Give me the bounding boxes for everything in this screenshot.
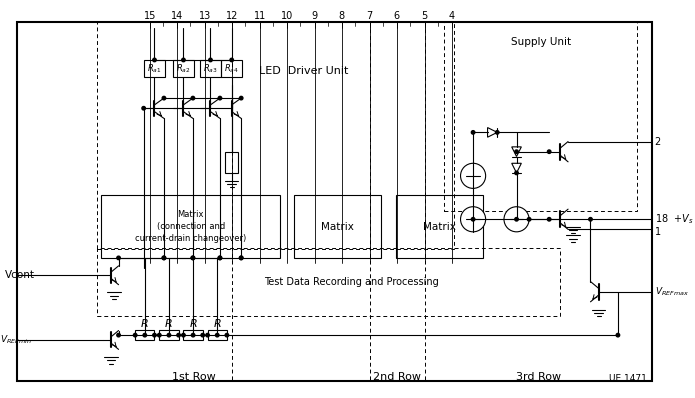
- Circle shape: [515, 218, 518, 221]
- Circle shape: [191, 256, 195, 259]
- Text: 13: 13: [199, 11, 211, 21]
- Circle shape: [461, 163, 486, 188]
- Circle shape: [218, 256, 222, 259]
- Bar: [444, 22, 637, 211]
- Text: R: R: [189, 318, 197, 328]
- Circle shape: [218, 96, 222, 100]
- Circle shape: [548, 150, 551, 154]
- Text: Matrix
(connection and
current-drain changeover): Matrix (connection and current-drain cha…: [135, 210, 246, 243]
- Circle shape: [177, 334, 180, 337]
- Bar: [101, 195, 280, 258]
- Circle shape: [153, 334, 156, 337]
- Circle shape: [240, 96, 243, 100]
- Text: R: R: [165, 318, 173, 328]
- Circle shape: [162, 256, 165, 259]
- Circle shape: [158, 334, 161, 337]
- Circle shape: [240, 256, 243, 259]
- Text: 4: 4: [449, 11, 455, 21]
- Bar: [183, 330, 203, 340]
- Text: Matrix: Matrix: [322, 222, 354, 232]
- Text: 15: 15: [143, 11, 156, 21]
- Circle shape: [589, 218, 592, 221]
- Text: 7: 7: [367, 11, 373, 21]
- Circle shape: [616, 334, 620, 337]
- Text: 1: 1: [655, 227, 661, 237]
- Text: 11: 11: [254, 11, 266, 21]
- Circle shape: [133, 334, 137, 337]
- Circle shape: [181, 334, 185, 337]
- Text: R: R: [213, 318, 221, 328]
- Circle shape: [215, 334, 219, 337]
- Text: Vcont: Vcont: [5, 270, 35, 280]
- Text: 12: 12: [226, 11, 238, 21]
- Circle shape: [240, 256, 243, 259]
- Text: Supply Unit: Supply Unit: [511, 37, 571, 47]
- Text: 9: 9: [311, 11, 318, 21]
- Text: 6: 6: [394, 11, 400, 21]
- Circle shape: [191, 256, 195, 259]
- Text: $R_{a2}$: $R_{a2}$: [176, 62, 190, 75]
- Bar: [135, 330, 154, 340]
- Circle shape: [162, 256, 165, 259]
- Circle shape: [191, 334, 195, 337]
- Text: $V_{REF max}$: $V_{REF max}$: [655, 285, 689, 298]
- Text: $R_{a1}$: $R_{a1}$: [147, 62, 162, 75]
- Circle shape: [471, 218, 475, 221]
- Circle shape: [162, 96, 165, 100]
- Circle shape: [515, 150, 518, 154]
- Circle shape: [230, 58, 234, 62]
- Text: 3rd Row: 3rd Row: [516, 372, 561, 382]
- Bar: [396, 195, 483, 258]
- Text: LED  Driver Unit: LED Driver Unit: [259, 66, 348, 76]
- Circle shape: [461, 207, 486, 232]
- Circle shape: [153, 58, 156, 62]
- Bar: [295, 195, 382, 258]
- Text: 2: 2: [655, 137, 661, 146]
- Circle shape: [471, 131, 475, 134]
- Bar: [225, 152, 238, 173]
- Text: 2nd Row: 2nd Row: [373, 372, 421, 382]
- Circle shape: [167, 334, 171, 337]
- Text: R: R: [141, 318, 149, 328]
- Text: 14: 14: [170, 11, 183, 21]
- Text: 8: 8: [338, 11, 345, 21]
- Text: Matrix: Matrix: [423, 222, 456, 232]
- Circle shape: [143, 334, 147, 337]
- Circle shape: [191, 96, 195, 100]
- Bar: [221, 60, 243, 77]
- Circle shape: [206, 334, 209, 337]
- Text: $V_{REF min}$: $V_{REF min}$: [0, 334, 32, 346]
- Text: $R_{a4}$: $R_{a4}$: [224, 62, 239, 75]
- Bar: [173, 60, 194, 77]
- Circle shape: [515, 171, 518, 175]
- Circle shape: [218, 256, 222, 259]
- Text: Test Data Recording and Processing: Test Data Recording and Processing: [264, 277, 439, 287]
- Circle shape: [117, 256, 120, 259]
- Bar: [208, 330, 227, 340]
- Circle shape: [548, 218, 551, 221]
- Bar: [159, 330, 179, 340]
- Bar: [200, 60, 221, 77]
- Text: 1st Row: 1st Row: [172, 372, 215, 382]
- Circle shape: [528, 218, 531, 221]
- Text: UE 1471: UE 1471: [609, 374, 647, 383]
- Bar: [144, 60, 165, 77]
- Bar: [97, 22, 454, 249]
- Text: 10: 10: [281, 11, 293, 21]
- Bar: [97, 248, 560, 316]
- Text: 5: 5: [422, 11, 428, 21]
- Circle shape: [201, 334, 204, 337]
- Circle shape: [142, 107, 145, 110]
- Circle shape: [225, 334, 229, 337]
- Circle shape: [117, 334, 120, 337]
- Text: $R_{a3}$: $R_{a3}$: [203, 62, 218, 75]
- Text: 18  $+V_s$: 18 $+V_s$: [655, 213, 694, 226]
- Circle shape: [181, 58, 185, 62]
- Circle shape: [208, 58, 212, 62]
- Circle shape: [504, 207, 529, 232]
- Circle shape: [496, 131, 499, 134]
